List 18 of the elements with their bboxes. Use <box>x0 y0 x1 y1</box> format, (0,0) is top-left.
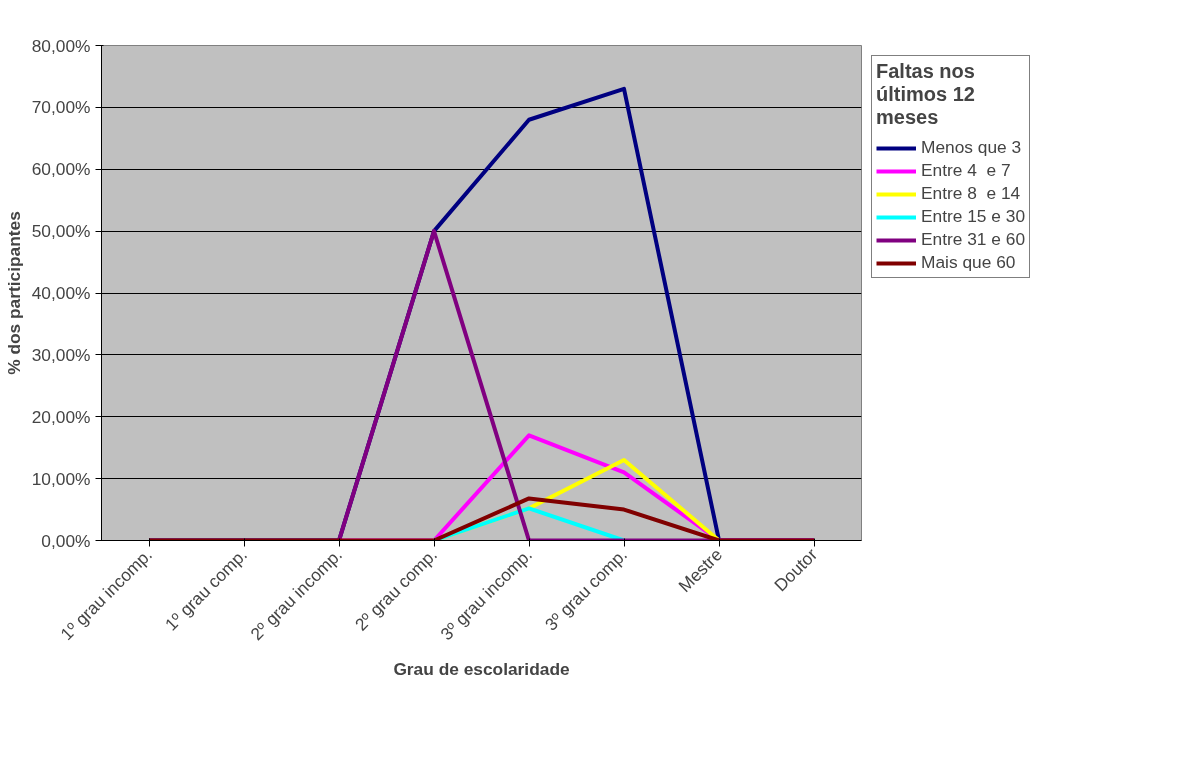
y-tick-label: 70,00% <box>31 97 91 118</box>
legend-label: Entre 4 e 7 <box>921 160 1011 181</box>
y-axis-title: % dos participantes <box>3 211 24 375</box>
y-tick-label: 20,00% <box>31 406 91 427</box>
legend-label: Mais que 60 <box>921 252 1016 273</box>
legend-label: Menos que 3 <box>921 137 1022 158</box>
legend-title: Faltas nos últimos 12 meses <box>876 60 976 129</box>
y-tick-label: 40,00% <box>31 283 91 303</box>
legend-label: Entre 15 e 30 <box>921 206 1026 227</box>
y-tick-label: 10,00% <box>31 468 91 489</box>
y-tick-label: 80,00% <box>31 35 91 56</box>
y-tick-label: 0,00% <box>41 530 91 551</box>
y-tick-label: 60,00% <box>31 159 91 180</box>
y-tick-label: 50,00% <box>31 221 91 242</box>
legend-label: Entre 31 e 60 <box>921 229 1026 250</box>
legend-label: Entre 8 e 14 <box>921 183 1021 204</box>
x-axis-title: Grau de escolaridade <box>393 659 570 680</box>
y-tick-label: 30,00% <box>31 344 91 365</box>
